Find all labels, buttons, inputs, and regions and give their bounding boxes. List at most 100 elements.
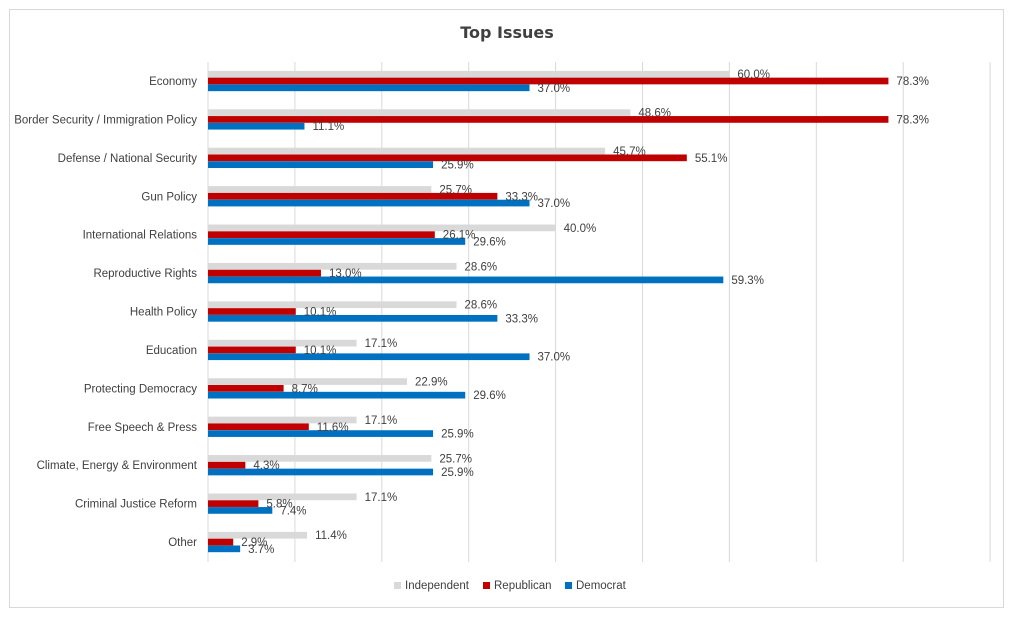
bar-republican (208, 461, 246, 469)
data-label-republican: 11.6% (317, 422, 349, 434)
chart-frame: Top Issues Economy Border Security / Immi… (9, 9, 1004, 608)
category-label: Defense / National Security (58, 153, 198, 165)
bar-independent (208, 416, 357, 424)
bar-republican (208, 231, 435, 239)
bar-republican (208, 423, 309, 431)
bar-republican (208, 538, 234, 546)
category-label: Gun Policy (141, 191, 197, 203)
data-label-republican: 2.9% (241, 537, 267, 549)
bar-democrat (208, 391, 466, 399)
legend-swatch-independent (394, 582, 401, 589)
data-label-republican: 8.7% (292, 383, 318, 395)
category-label: Economy (149, 76, 197, 88)
data-label-democrat: 11.1% (312, 121, 344, 133)
bar-independent (208, 455, 432, 462)
data-label-republican: 10.1% (304, 307, 337, 319)
bar-republican (208, 308, 296, 315)
legend: Independent Republican Democrat (394, 580, 627, 592)
data-label-democrat: 25.9% (441, 160, 474, 172)
bar-independent (208, 339, 357, 347)
bar-democrat (208, 238, 466, 245)
bar-democrat (208, 353, 530, 361)
data-label-independent: 45.7% (613, 146, 646, 158)
category-label: Other (168, 537, 197, 549)
bar-democrat (208, 84, 530, 92)
data-label-democrat: 59.3% (731, 275, 764, 287)
category-label: Free Speech & Press (88, 422, 198, 434)
legend-label-democrat: Democrat (576, 580, 627, 592)
bar-democrat (208, 430, 434, 437)
bar-democrat (208, 507, 273, 514)
data-label-independent: 25.7% (439, 184, 472, 196)
data-label-independent: 17.1% (365, 338, 398, 350)
bar-republican (208, 385, 284, 392)
bar-independent (208, 262, 457, 270)
data-label-independent: 11.4% (315, 530, 347, 542)
data-label-republican: 4.3% (253, 460, 279, 472)
data-label-independent: 22.9% (415, 377, 448, 389)
chart-title: Top Issues (460, 23, 554, 42)
data-label-democrat: 25.9% (441, 467, 474, 479)
data-label-democrat: 29.6% (473, 236, 506, 248)
bar-democrat (208, 545, 241, 553)
data-label-democrat: 3.7% (248, 544, 274, 556)
data-label-republican: 10.1% (304, 345, 337, 357)
category-label: Reproductive Rights (93, 268, 197, 280)
bar-democrat (208, 199, 530, 207)
data-label-independent: 40.0% (564, 223, 597, 235)
bar-republican (208, 192, 498, 200)
top-issues-chart: Top Issues Economy Border Security / Immi… (14, 23, 991, 592)
data-label-independent: 48.6% (638, 108, 671, 120)
data-label-independent: 25.7% (439, 453, 472, 465)
bar-independent (208, 378, 408, 385)
data-label-independent: 17.1% (365, 415, 398, 427)
bar-independent (208, 70, 730, 78)
bar-independent (208, 186, 432, 193)
category-label: Education (146, 345, 197, 357)
category-label: Border Security / Immigration Policy (14, 114, 197, 126)
bar-democrat (208, 276, 724, 284)
data-label-republican: 33.3% (505, 191, 538, 203)
bar-republican (208, 346, 296, 354)
category-labels: Economy Border Security / Immigration Pol… (14, 76, 198, 549)
bar-democrat (208, 161, 434, 168)
bar-democrat (208, 314, 498, 322)
data-labels: 60.0% 78.3% 37.0% 48.6% 78.3% 11.1% 45.7% 55.1%… (241, 69, 929, 556)
bar-independent (208, 493, 357, 501)
data-label-republican: 55.1% (695, 153, 728, 165)
data-label-democrat: 29.6% (473, 390, 506, 402)
category-label: Criminal Justice Reform (75, 499, 197, 511)
data-label-democrat: 37.0% (538, 83, 571, 95)
bar-republican (208, 116, 889, 123)
category-label: Health Policy (130, 307, 197, 319)
data-label-democrat: 25.9% (441, 429, 474, 441)
bar-democrat (208, 468, 434, 476)
legend-swatch-republican (483, 582, 490, 589)
data-label-republican: 13.0% (329, 268, 362, 280)
data-label-republican: 78.3% (896, 76, 929, 88)
category-label: Climate, Energy & Environment (37, 460, 198, 472)
gridlines (207, 62, 991, 562)
data-label-independent: 17.1% (365, 492, 398, 504)
data-label-democrat: 33.3% (505, 313, 538, 325)
bar-republican (208, 269, 321, 277)
data-label-republican: 5.8% (266, 499, 292, 511)
bar-independent (208, 531, 308, 539)
bar-independent (208, 224, 556, 232)
data-label-democrat: 7.4% (280, 505, 306, 517)
category-label: Protecting Democracy (84, 383, 197, 395)
bar-republican (208, 500, 259, 507)
data-label-independent: 28.6% (465, 300, 498, 312)
bar-independent (208, 109, 631, 116)
legend-swatch-democrat (565, 582, 572, 589)
data-label-republican: 78.3% (896, 114, 929, 126)
category-label: International Relations (83, 230, 198, 242)
legend-label-independent: Independent (405, 580, 470, 592)
data-label-independent: 60.0% (737, 69, 770, 81)
data-label-republican: 26.1% (443, 230, 476, 242)
bar-democrat (208, 122, 305, 130)
bar-independent (208, 301, 457, 309)
bars (208, 70, 889, 553)
bar-republican (208, 154, 687, 162)
bar-independent (208, 147, 606, 155)
